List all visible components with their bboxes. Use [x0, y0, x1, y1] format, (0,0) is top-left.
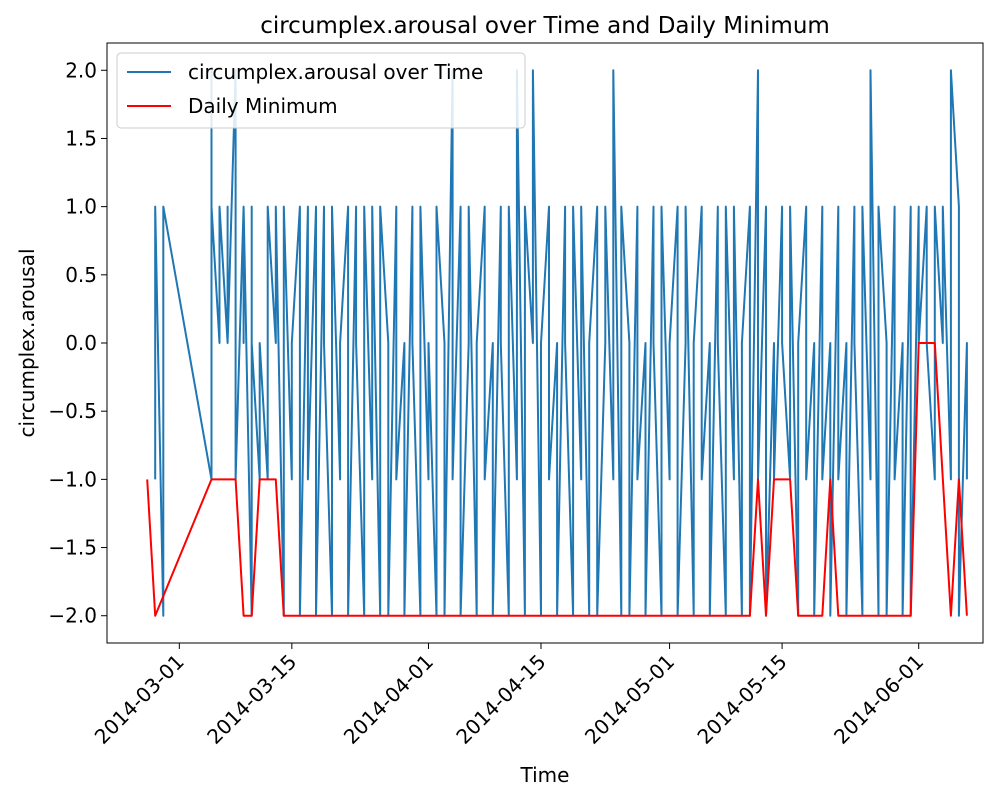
series-line-arousal	[154, 69, 968, 617]
y-axis: 2.0 1.5 1.0 0.5 0.0 −0.5 −1.0 −1.5 −2.0	[48, 58, 107, 628]
y-tick-label: −2.0	[48, 604, 97, 628]
series-layer	[146, 69, 968, 617]
y-axis-label: circumplex.arousal	[15, 248, 39, 437]
y-tick-label: 1.0	[65, 195, 97, 219]
series-line-daily-minimum	[146, 342, 968, 617]
y-tick-label: −1.5	[48, 536, 97, 560]
y-tick-label: 0.5	[65, 263, 97, 287]
legend: circumplex.arousal over Time Daily Minim…	[116, 52, 526, 129]
legend-label-daily-minimum: Daily Minimum	[188, 94, 338, 118]
y-tick-label: 1.5	[65, 126, 97, 150]
y-tick-label: 2.0	[65, 58, 97, 82]
y-tick-label: −0.5	[48, 399, 97, 423]
legend-label-arousal: circumplex.arousal over Time	[188, 60, 483, 84]
chart-title: circumplex.arousal over Time and Daily M…	[260, 13, 830, 39]
y-tick-label: 0.0	[65, 331, 97, 355]
legend-frame	[116, 52, 526, 129]
x-axis-label: Time	[520, 763, 570, 787]
y-tick-label: −1.0	[48, 467, 97, 491]
